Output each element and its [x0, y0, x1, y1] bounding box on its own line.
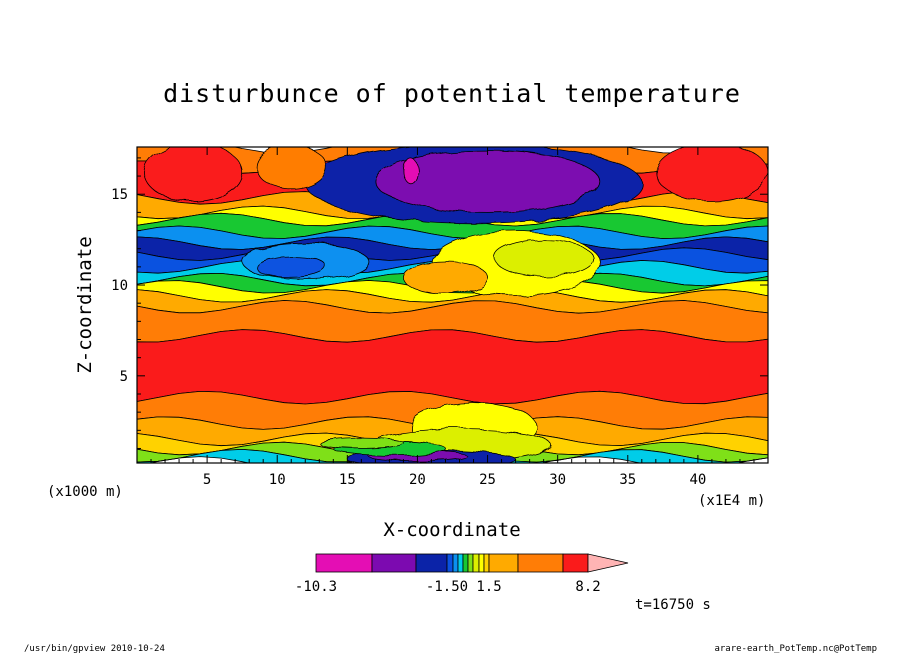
contour-feature	[318, 437, 404, 449]
x-tick-label: 25	[479, 472, 496, 488]
axis-tick-labels: 5 10 15 20 25 30 35 40 5 10 15	[111, 187, 706, 488]
colorbar-segment	[457, 553, 464, 573]
contour-feature	[494, 239, 594, 277]
colorbar-segment	[446, 553, 454, 573]
colorbar	[315, 553, 629, 573]
colorbar-segment	[483, 553, 490, 573]
colorbar-extend-arrow	[587, 553, 629, 573]
colorbar-labels: -10.3 -1.50 1.5 8.2	[295, 579, 601, 595]
x-axis-label: X-coordinate	[383, 519, 520, 541]
x-tick-label: 10	[269, 472, 286, 488]
chart-title: disturbunce of potential temperature	[163, 79, 741, 108]
time-label: t=16750 s	[635, 597, 711, 613]
colorbar-segment	[452, 553, 459, 573]
colorbar-segment	[488, 553, 519, 573]
colorbar-label: -10.3	[295, 579, 337, 595]
colorbar-segment	[478, 553, 485, 573]
x-tick-label: 20	[409, 472, 426, 488]
colorbar-segment	[467, 553, 474, 573]
contour-feature	[655, 147, 768, 202]
colorbar-segment	[472, 553, 480, 573]
plot-area	[137, 147, 768, 463]
y-units-label: (x1000 m)	[47, 484, 123, 500]
x-tick-label: 15	[339, 472, 356, 488]
x-tick-label: 30	[549, 472, 566, 488]
x-tick-label: 40	[689, 472, 706, 488]
x-tick-label: 35	[619, 472, 636, 488]
y-tick-label: 5	[120, 369, 128, 385]
colorbar-segment	[415, 553, 448, 573]
plot-frame	[136, 146, 769, 464]
x-units-label: (x1E4 m)	[698, 493, 765, 509]
y-tick-label: 15	[111, 187, 128, 203]
colorbar-segment	[315, 553, 373, 573]
contour-feature	[402, 261, 488, 295]
contour-feature	[143, 147, 243, 202]
colorbar-segment	[462, 553, 469, 573]
contour-feature	[402, 157, 418, 184]
colorbar-label: 8.2	[575, 579, 600, 595]
footer-left: /usr/bin/gpview 2010-10-24	[24, 644, 165, 654]
colorbar-label: 1.5	[476, 579, 501, 595]
contour-feature	[255, 255, 327, 279]
footer-right: arare-earth_PotTemp.nc@PotTemp	[714, 644, 877, 654]
colorbar-label: -1.50	[426, 579, 468, 595]
axis-ticks	[137, 147, 768, 463]
colorbar-segment	[517, 553, 564, 573]
colorbar-segment	[562, 553, 589, 573]
y-axis-label: Z-coordinate	[74, 236, 96, 373]
contour-band	[137, 329, 768, 405]
contour-feature	[255, 147, 327, 190]
x-tick-label: 5	[203, 472, 211, 488]
y-tick-label: 10	[111, 278, 128, 294]
colorbar-segment	[371, 553, 417, 573]
